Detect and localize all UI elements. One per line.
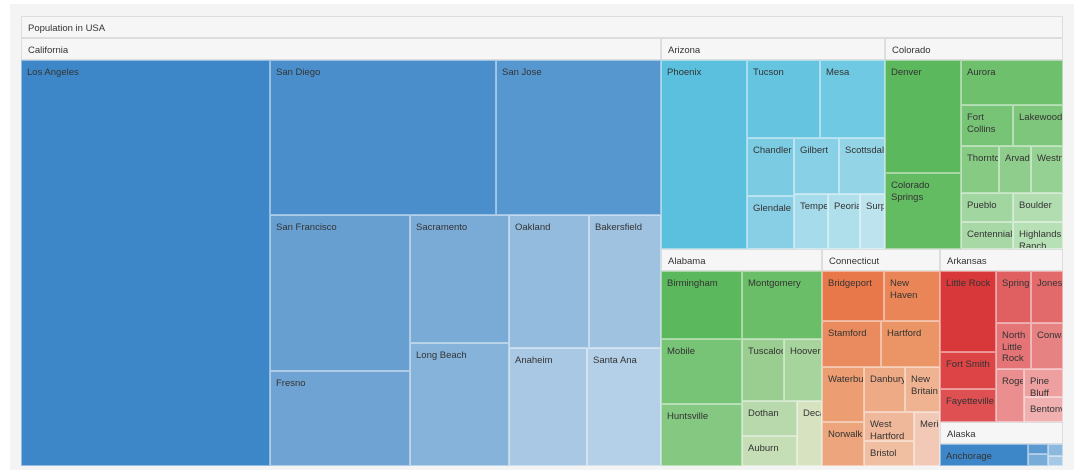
city-tile-bridgeport[interactable]: Bridgeport: [822, 271, 884, 321]
city-tile-aurora[interactable]: Aurora: [961, 60, 1063, 105]
city-tile-fairbanks[interactable]: Fairbanks: [1028, 454, 1048, 466]
city-tile-fort-collins[interactable]: Fort Collins: [961, 105, 1013, 146]
city-tile-conway[interactable]: Conway: [1031, 323, 1063, 369]
city-tile-waterbury[interactable]: Waterbury: [822, 367, 864, 422]
city-tile-ketchikan[interactable]: Ketchikan: [1048, 456, 1063, 466]
city-tile-new-haven[interactable]: New Haven: [884, 271, 940, 321]
state-header-alabama[interactable]: Alabama: [661, 249, 822, 271]
city-tile-auburn[interactable]: Auburn: [742, 436, 797, 466]
city-tile-meriden[interactable]: Meriden: [914, 412, 940, 466]
city-tile-glendale[interactable]: Glendale: [747, 196, 794, 249]
city-tile-danbury[interactable]: Danbury: [864, 367, 905, 412]
city-tile-gilbert[interactable]: Gilbert: [794, 138, 839, 194]
state-header-alaska[interactable]: Alaska: [940, 422, 1063, 444]
city-tile-bristol[interactable]: Bristol: [864, 441, 914, 466]
city-tile-tuscaloosa[interactable]: Tuscaloosa: [742, 339, 784, 401]
city-tile-fresno[interactable]: Fresno: [270, 371, 410, 466]
city-tile-san-diego[interactable]: San Diego: [270, 60, 496, 215]
city-tile-los-angeles[interactable]: Los Angeles: [21, 60, 270, 466]
city-tile-highlands-ranch[interactable]: Highlands Ranch: [1013, 222, 1063, 249]
city-tile-boulder[interactable]: Boulder: [1013, 193, 1063, 222]
city-tile-tucson[interactable]: Tucson: [747, 60, 820, 138]
city-tile-sacramento[interactable]: Sacramento: [410, 215, 509, 343]
city-tile-sitka[interactable]: Sitka: [1048, 444, 1063, 456]
state-header-california[interactable]: California: [21, 38, 661, 60]
city-tile-oakland[interactable]: Oakland: [509, 215, 589, 348]
city-tile-phoenix[interactable]: Phoenix: [661, 60, 747, 249]
state-header-connecticut[interactable]: Connecticut: [822, 249, 940, 271]
state-header-arizona[interactable]: Arizona: [661, 38, 885, 60]
city-tile-arvada[interactable]: Arvada: [999, 146, 1031, 193]
city-tile-lakewood[interactable]: Lakewood: [1013, 105, 1063, 146]
city-tile-montgomery[interactable]: Montgomery: [742, 271, 822, 339]
city-tile-north-little-rock[interactable]: North Little Rock: [996, 323, 1031, 369]
city-tile-chandler[interactable]: Chandler: [747, 138, 794, 196]
city-tile-springdale[interactable]: Springdale: [996, 271, 1031, 323]
city-tile-scottsdale[interactable]: Scottsdale: [839, 138, 885, 194]
city-tile-san-jose[interactable]: San Jose: [496, 60, 661, 215]
city-tile-anchorage[interactable]: Anchorage: [940, 444, 1028, 466]
city-tile-decatur[interactable]: Decatur: [797, 401, 822, 466]
city-tile-bentonville[interactable]: Bentonville: [1024, 397, 1063, 422]
city-tile-westminster[interactable]: Westminster: [1031, 146, 1063, 193]
city-tile-west-hartford[interactable]: West Hartford: [864, 412, 914, 441]
chart-title: Population in USA: [21, 16, 1063, 38]
city-tile-birmingham[interactable]: Birmingham: [661, 271, 742, 339]
city-tile-stamford[interactable]: Stamford: [822, 321, 881, 367]
city-tile-long-beach[interactable]: Long Beach: [410, 343, 509, 466]
city-tile-hoover[interactable]: Hoover: [784, 339, 822, 401]
city-tile-huntsville[interactable]: Huntsville: [661, 404, 742, 466]
city-tile-juneau[interactable]: Juneau: [1028, 444, 1048, 454]
city-tile-rogers[interactable]: Rogers: [996, 369, 1024, 422]
city-tile-centennial[interactable]: Centennial: [961, 222, 1013, 249]
city-tile-dothan[interactable]: Dothan: [742, 401, 797, 436]
city-tile-pueblo[interactable]: Pueblo: [961, 193, 1013, 222]
city-tile-mesa[interactable]: Mesa: [820, 60, 885, 138]
state-header-arkansas[interactable]: Arkansas: [940, 249, 1063, 271]
city-tile-peoria[interactable]: Peoria: [828, 194, 860, 249]
city-tile-bakersfield[interactable]: Bakersfield: [589, 215, 661, 348]
city-tile-norwalk[interactable]: Norwalk: [822, 422, 864, 466]
city-tile-jonesboro[interactable]: Jonesboro: [1031, 271, 1063, 323]
city-tile-colorado-springs[interactable]: Colorado Springs: [885, 173, 961, 249]
city-tile-thornton[interactable]: Thornton: [961, 146, 999, 193]
city-tile-new-britain[interactable]: New Britain: [905, 367, 940, 412]
city-tile-santa-ana[interactable]: Santa Ana: [587, 348, 661, 466]
city-tile-surprise[interactable]: Surprise: [860, 194, 885, 249]
city-tile-fayetteville[interactable]: Fayetteville: [940, 389, 996, 422]
state-header-colorado[interactable]: Colorado: [885, 38, 1063, 60]
city-tile-denver[interactable]: Denver: [885, 60, 961, 173]
city-tile-fort-smith[interactable]: Fort Smith: [940, 352, 996, 389]
city-tile-hartford[interactable]: Hartford: [881, 321, 940, 367]
city-tile-san-francisco[interactable]: San Francisco: [270, 215, 410, 371]
city-tile-mobile[interactable]: Mobile: [661, 339, 742, 404]
city-tile-pine-bluff[interactable]: Pine Bluff: [1024, 369, 1063, 397]
city-tile-little-rock[interactable]: Little Rock: [940, 271, 996, 352]
city-tile-anaheim[interactable]: Anaheim: [509, 348, 587, 466]
city-tile-tempe[interactable]: Tempe: [794, 194, 828, 249]
